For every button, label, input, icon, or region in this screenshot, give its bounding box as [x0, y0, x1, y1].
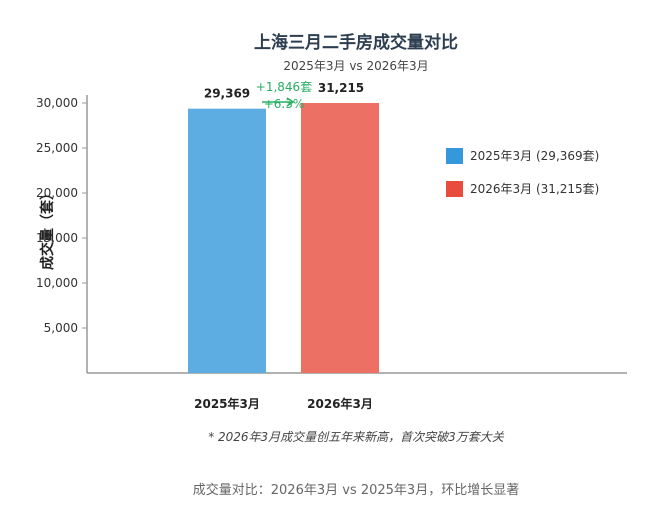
y-axis-label: 成交量（套） [39, 186, 56, 270]
legend: 2025年3月 (29,369套) 2026年3月 (31,215套) [446, 148, 599, 197]
y-tick-label: 5,000 [44, 321, 78, 335]
legend-swatch [446, 181, 463, 197]
y-tick-label: 25,000 [36, 141, 78, 155]
y-ticks: 5,000 10,000 15,000 20,000 25,000 30,000 [36, 96, 87, 335]
bar [188, 108, 266, 373]
y-tick-label: 10,000 [36, 276, 78, 290]
growth-increase-label: +1,846套 [256, 80, 312, 94]
growth-annotation: +1,846套 +6.3% [256, 80, 312, 111]
y-tick-label: 20,000 [36, 186, 78, 200]
chart-note: * 2026年3月成交量创五年来新高，首次突破3万套大关 [208, 430, 505, 444]
value-labels: 29,369 31,215 [204, 81, 364, 101]
y-tick-label: 15,000 [36, 231, 78, 245]
chart-footer: 成交量对比：2026年3月 vs 2025年3月，环比增长显著 [193, 482, 519, 498]
x-category-label: 2026年3月 [307, 396, 373, 411]
legend-swatch [446, 148, 463, 164]
y-tick-label: 30,000 [36, 96, 78, 110]
chart-title: 上海三月二手房成交量对比 [254, 32, 458, 53]
bar-value-label: 31,215 [318, 81, 364, 95]
bar [301, 103, 379, 373]
x-category-label: 2025年3月 [194, 396, 260, 411]
category-labels: 2025年3月 2026年3月 [194, 396, 373, 411]
bar-value-label: 29,369 [204, 87, 250, 101]
legend-label: 2026年3月 (31,215套) [470, 182, 599, 196]
growth-arrow-icon [286, 97, 295, 107]
legend-label: 2025年3月 (29,369套) [470, 149, 599, 163]
chart-subtitle: 2025年3月 vs 2026年3月 [283, 59, 428, 73]
growth-percent-label: +6.3% [264, 97, 305, 111]
bars [188, 103, 379, 373]
